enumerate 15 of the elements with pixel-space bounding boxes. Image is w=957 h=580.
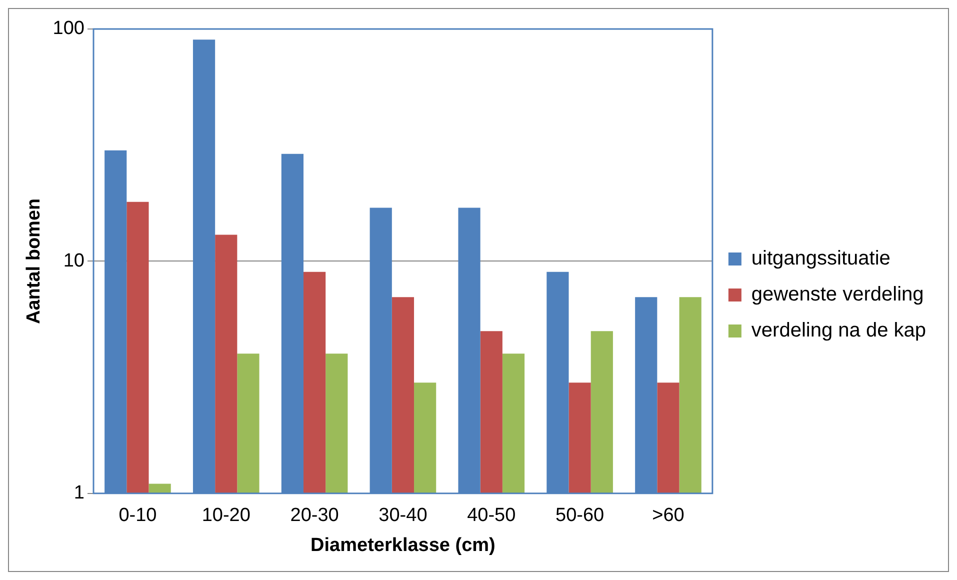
legend-label: uitgangssituatie	[751, 248, 890, 270]
legend-label: gewenste verdeling	[751, 284, 924, 306]
x-tick-label: 20-30	[290, 505, 339, 526]
y-tick-label: 1	[74, 482, 84, 504]
x-tick-label: 0-10	[118, 505, 157, 526]
y-axis-title: Aantal bomen	[24, 198, 45, 324]
y-tick-label: 100	[52, 18, 84, 40]
x-tick-label: 30-40	[378, 505, 428, 526]
y-tick-label: 10	[63, 250, 84, 272]
x-tick-label: 10-20	[202, 505, 250, 526]
legend-label: verdeling na de kap	[751, 320, 926, 342]
x-axis-title: Diameterklasse (cm)	[310, 534, 496, 556]
x-tick-label: 40-50	[467, 505, 516, 526]
x-tick-label: >60	[652, 505, 684, 526]
x-tick-label: 50-60	[555, 505, 604, 526]
